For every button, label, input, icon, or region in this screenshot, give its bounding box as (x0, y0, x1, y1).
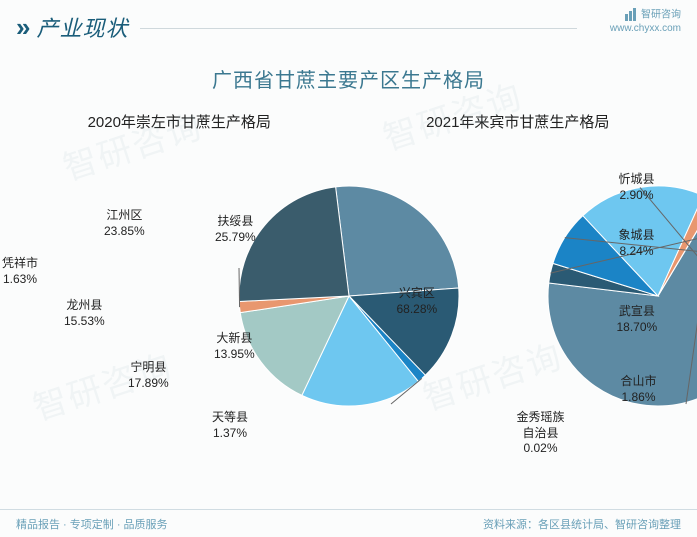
pie-slice (239, 187, 349, 302)
logo-area: 智研咨询 www.chyxx.com (610, 8, 681, 35)
header-divider (140, 28, 577, 29)
logo-url: www.chyxx.com (610, 22, 681, 35)
left-subtitle: 2020年崇左市甘蔗生产格局 (10, 111, 349, 132)
slice-label: 江州区23.85% (104, 208, 145, 239)
slice-label: 龙州县15.53% (64, 298, 105, 329)
slice-label: 凭祥市1.63% (2, 256, 38, 287)
footer-bar: 精品报告 · 专项定制 · 品质服务 资料来源：各区县统计局、智研咨询整理 (0, 509, 697, 537)
logo-icon (624, 8, 638, 22)
right-subtitle: 2021年来宾市甘蔗生产格局 (349, 111, 688, 132)
main-title: 广西省甘蔗主要产区生产格局 (0, 64, 697, 93)
charts-container: 2020年崇左市甘蔗生产格局 扶绥县25.79%大新县13.95%天等县1.37… (0, 111, 697, 476)
header-bar: » 产业现状 智研咨询 www.chyxx.com (0, 0, 697, 54)
left-pie-chart: 扶绥县25.79%大新县13.95%天等县1.37%宁明县17.89%龙州县15… (10, 146, 349, 476)
leader-line (239, 268, 240, 307)
right-pie-chart: 兴宾区68.28%忻城县2.90%象城县8.24%武宣县18.70%合山市1.8… (349, 146, 688, 476)
logo-text: 智研咨询 (641, 10, 681, 21)
right-chart-column: 2021年来宾市甘蔗生产格局 兴宾区68.28%忻城县2.90%象城县8.24%… (349, 111, 688, 476)
header-marker-icon: » (16, 14, 30, 40)
slice-label: 宁明县17.89% (128, 360, 169, 391)
left-chart-column: 2020年崇左市甘蔗生产格局 扶绥县25.79%大新县13.95%天等县1.37… (10, 111, 349, 476)
page-title: 产业现状 (36, 11, 128, 43)
pie-svg (518, 146, 697, 476)
footer-left-text: 精品报告 · 专项定制 · 品质服务 (16, 516, 168, 532)
footer-right-text: 资料来源：各区县统计局、智研咨询整理 (483, 516, 681, 532)
slice-label: 兴宾区68.28% (397, 286, 438, 317)
